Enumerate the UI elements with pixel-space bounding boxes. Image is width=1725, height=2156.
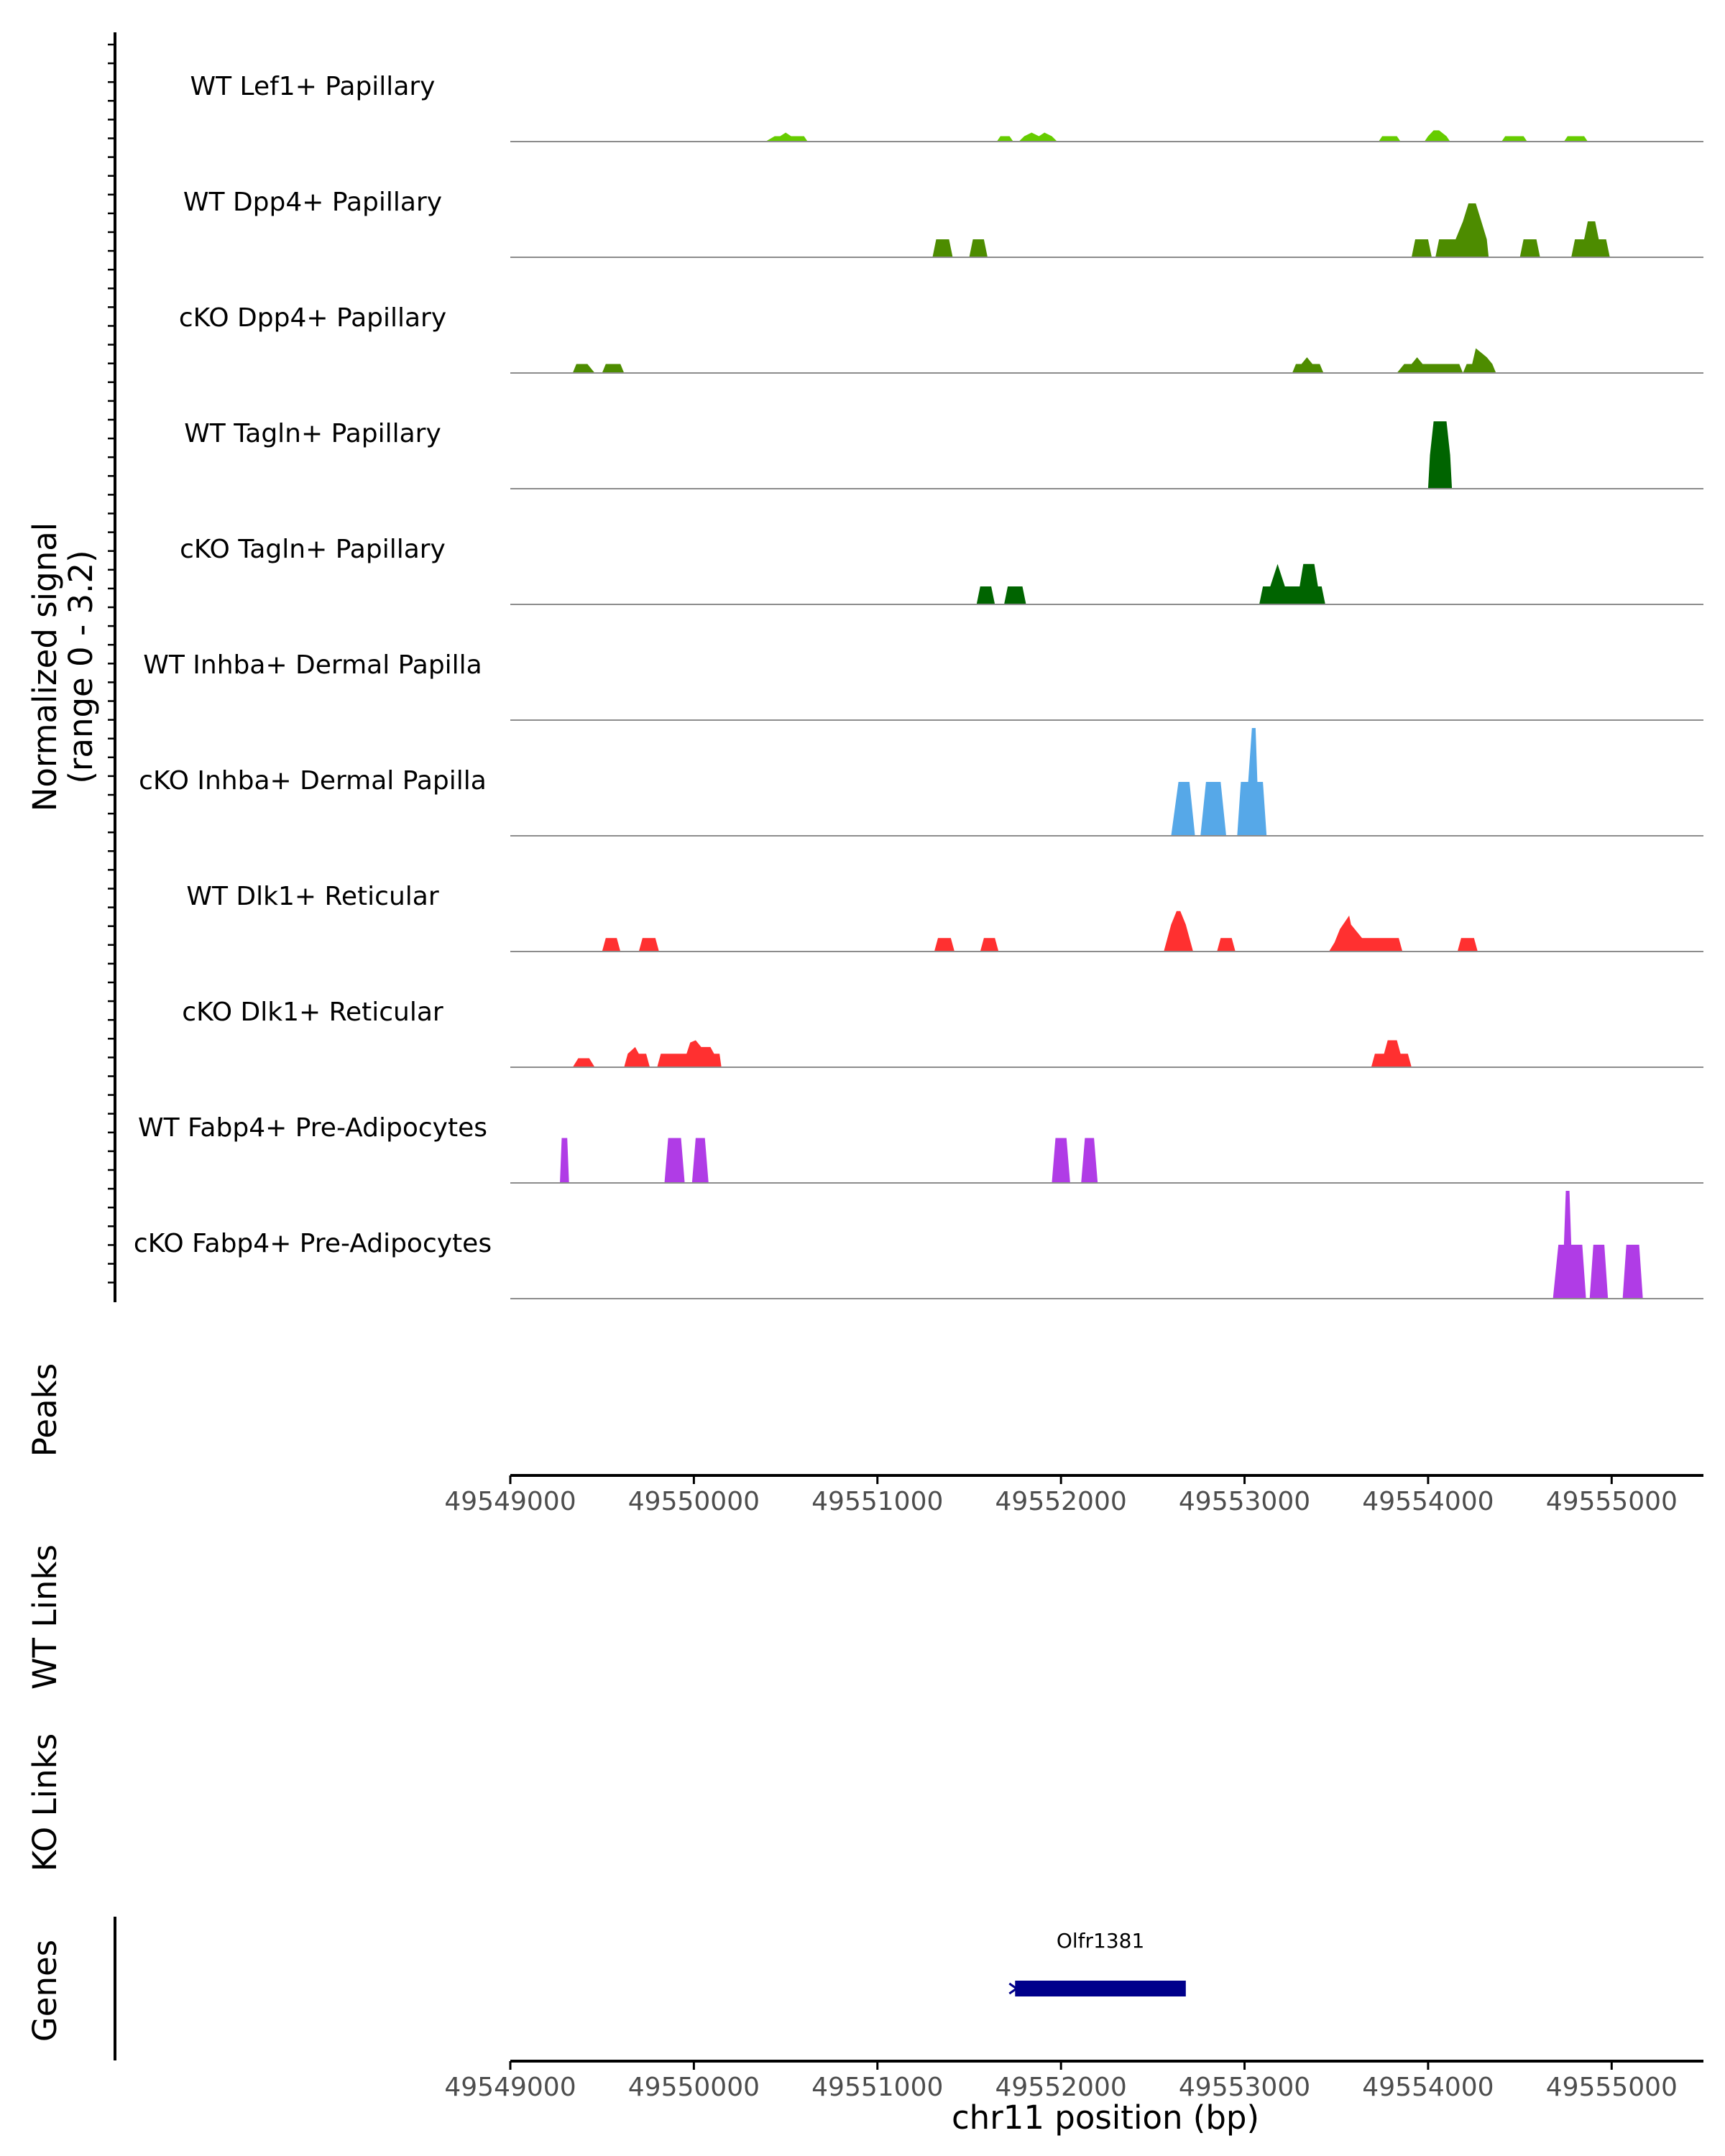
bottom-x-axis-ticks: 49549000 49550000 49551000 49552000 49553000… xyxy=(444,2061,1678,2102)
track-signal-area xyxy=(932,203,1610,257)
x-tick-label: 49551000 xyxy=(811,2073,943,2102)
peaks-x-axis-ticks: 49549000 49550000 49551000 49552000 49553000… xyxy=(444,1475,1678,1516)
track-0: WT Lef1+ Papillary xyxy=(190,72,1703,142)
track-label: cKO Dlk1+ Reticular xyxy=(182,998,443,1027)
track-label: WT Fabp4+ Pre-Adipocytes xyxy=(138,1113,487,1143)
track-label: WT Dpp4+ Papillary xyxy=(183,188,442,217)
track-label: cKO Inhba+ Dermal Papilla xyxy=(139,766,487,796)
track-label: cKO Tagln+ Papillary xyxy=(180,535,446,564)
track-8: cKO Dlk1+ Reticular xyxy=(182,998,1703,1068)
track-signal-area xyxy=(1427,421,1453,489)
track-label: cKO Fabp4+ Pre-Adipocytes xyxy=(134,1229,492,1258)
gene-name: Olfr1381 xyxy=(1057,1929,1144,1953)
x-tick-label: 49553000 xyxy=(1179,2073,1310,2102)
ylabel-line2: (range 0 - 3.2) xyxy=(62,550,100,783)
track-7: WT Dlk1+ Reticular xyxy=(186,882,1703,952)
x-tick-label: 49555000 xyxy=(1546,2073,1678,2102)
ylabel-line1: Normalized signal xyxy=(26,522,64,812)
track-signal-area xyxy=(976,563,1325,604)
x-tick-label: 49554000 xyxy=(1362,1487,1494,1516)
x-tick-label: 49551000 xyxy=(811,1487,943,1516)
gene-strand-arrow xyxy=(1008,1982,1018,1995)
x-tick-label: 49549000 xyxy=(444,1487,576,1516)
track-label: cKO Dpp4+ Papillary xyxy=(179,303,446,333)
track-label: WT Dlk1+ Reticular xyxy=(186,882,438,911)
x-tick-label: 49552000 xyxy=(995,2073,1127,2102)
coverage-tracks: WT Lef1+ Papillary WT Dpp4+ Papillary cKO … xyxy=(134,72,1703,1299)
track-signal-area xyxy=(560,1138,1098,1183)
x-tick-label: 49555000 xyxy=(1546,1487,1678,1516)
track-signal-area xyxy=(765,130,1588,142)
gene-body xyxy=(1015,1981,1186,1996)
track-9: WT Fabp4+ Pre-Adipocytes xyxy=(138,1113,1703,1184)
track-label: WT Lef1+ Papillary xyxy=(190,72,436,101)
x-tick-label: 49550000 xyxy=(628,1487,760,1516)
peaks-label: Peaks xyxy=(26,1363,64,1457)
x-axis-title: chr11 position (bp) xyxy=(952,2099,1259,2137)
track-signal-area xyxy=(572,348,1496,373)
track-10: cKO Fabp4+ Pre-Adipocytes xyxy=(134,1191,1703,1299)
track-5: WT Inhba+ Dermal Papilla xyxy=(143,650,1703,721)
wt-links-label: WT Links xyxy=(26,1544,64,1690)
coverage-y-axis-ticks xyxy=(108,43,115,1284)
ko-links-label: KO Links xyxy=(26,1733,64,1871)
x-tick-label: 49552000 xyxy=(995,1487,1127,1516)
track-signal-area xyxy=(602,911,1478,952)
x-tick-label: 49550000 xyxy=(628,2073,760,2102)
track-1: WT Dpp4+ Papillary xyxy=(183,188,1703,258)
x-tick-label: 49553000 xyxy=(1179,1487,1310,1516)
track-6: cKO Inhba+ Dermal Papilla xyxy=(139,728,1703,837)
track-3: WT Tagln+ Papillary xyxy=(184,419,1703,489)
track-4: cKO Tagln+ Papillary xyxy=(180,535,1703,605)
x-tick-label: 49549000 xyxy=(444,2073,576,2102)
track-2: cKO Dpp4+ Papillary xyxy=(179,303,1703,374)
gene-annotations: Olfr1381 xyxy=(1008,1929,1186,1996)
gene-Olfr1381: Olfr1381 xyxy=(1008,1929,1186,1996)
track-signal-area xyxy=(1552,1191,1643,1299)
track-label: WT Inhba+ Dermal Papilla xyxy=(143,650,482,680)
track-signal-area xyxy=(1171,728,1267,836)
genes-label: Genes xyxy=(26,1940,64,2042)
track-label: WT Tagln+ Papillary xyxy=(184,419,441,448)
x-tick-label: 49554000 xyxy=(1362,2073,1494,2102)
